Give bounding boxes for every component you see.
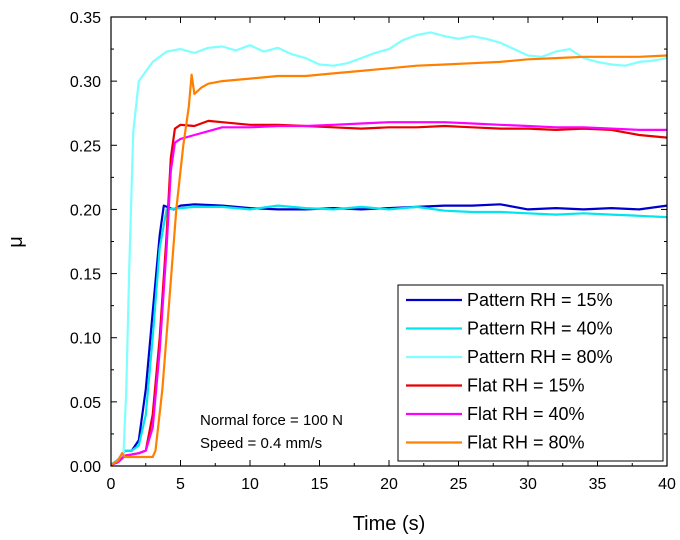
y-tick-label: 0.15 [70, 267, 101, 284]
legend-label: Pattern RH = 80% [467, 347, 613, 367]
y-tick-label: 0.30 [70, 74, 101, 91]
axis-ticks: 0 5 10 15 20 25 30 35 40 0.00 0.05 0.10 0.15 0.20 0.25… [70, 10, 676, 493]
annotation-normal-force: Normal force = 100 N [200, 412, 343, 429]
x-tick-label: 15 [311, 476, 329, 493]
legend-label: Pattern RH = 15% [467, 290, 613, 310]
y-tick-label: 0.25 [70, 138, 101, 155]
series-line-1 [110, 203, 668, 466]
legend-label: Flat RH = 80% [467, 433, 585, 453]
legend-items: Pattern RH = 15% Pattern RH = 40% Pattern … [406, 290, 613, 453]
legend-label: Pattern RH = 40% [467, 319, 613, 339]
x-tick-label: 0 [107, 476, 116, 493]
series-layer [110, 31, 668, 466]
y-tick-label: 0.35 [70, 10, 101, 27]
legend: Pattern RH = 15% Pattern RH = 40% Pattern … [397, 284, 664, 462]
y-tick-label: 0.20 [70, 202, 101, 219]
x-tick-label: 5 [176, 476, 185, 493]
series-line-2 [110, 204, 668, 466]
series-line-3 [110, 31, 668, 466]
y-tick-label: 0.05 [70, 395, 101, 412]
series-line-4 [110, 119, 668, 466]
x-tick-label: 40 [658, 476, 676, 493]
x-tick-label: 10 [241, 476, 259, 493]
x-tick-label: 25 [450, 476, 468, 493]
series-line-6 [110, 54, 668, 466]
x-tick-label: 30 [519, 476, 537, 493]
y-tick-label: 0.10 [70, 331, 101, 348]
legend-label: Flat RH = 15% [467, 376, 585, 396]
x-tick-label: 35 [589, 476, 607, 493]
legend-box [397, 284, 664, 462]
annotation-speed: Speed = 0.4 mm/s [200, 435, 322, 452]
y-axis-title: μ [5, 236, 27, 248]
x-axis-title: Time (s) [353, 513, 426, 535]
y-tick-label: 0.00 [70, 459, 101, 476]
x-tick-label: 20 [380, 476, 398, 493]
series-line-5 [110, 121, 667, 466]
legend-label: Flat RH = 40% [467, 404, 585, 424]
